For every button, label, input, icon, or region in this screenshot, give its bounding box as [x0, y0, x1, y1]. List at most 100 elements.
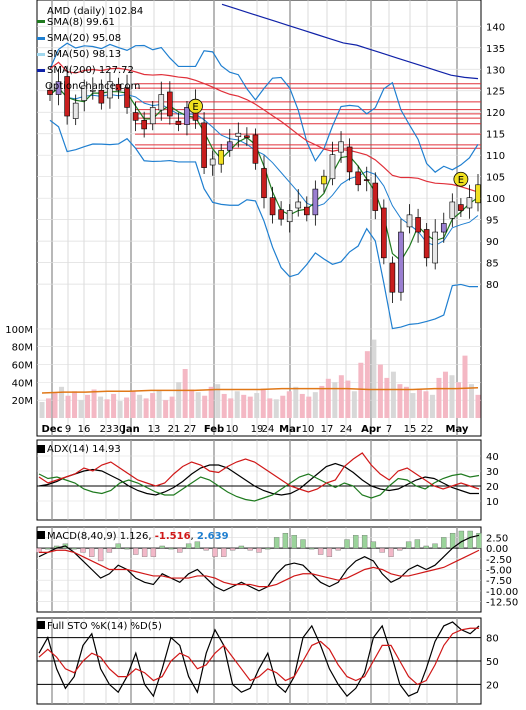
- x-tick-label: 21: [168, 424, 181, 435]
- volume-bar: [189, 389, 195, 418]
- indicator-tick-label: 20: [486, 680, 499, 691]
- volume-bar: [397, 384, 403, 418]
- candle-body: [286, 210, 293, 223]
- bollinger-lower: [49, 119, 479, 330]
- indicator-tick-label: -2.50: [486, 555, 512, 566]
- candle-body: [252, 134, 259, 164]
- volume-bar: [98, 396, 104, 418]
- macd-histogram-bar: [71, 547, 77, 550]
- y-tick-label: 95: [486, 216, 499, 227]
- adx-title: ADX(14) 14.93: [47, 444, 121, 455]
- price-title: AMD (daily) 102.84: [47, 6, 143, 17]
- macd-histogram-bar: [194, 541, 201, 549]
- y-tick-label: 120: [486, 108, 505, 119]
- volume-bar: [182, 369, 188, 418]
- macd-histogram-bar: [141, 547, 148, 557]
- candle-body: [226, 141, 233, 151]
- x-tick-label: May: [446, 424, 469, 435]
- volume-bar: [293, 386, 299, 418]
- candle-body: [458, 204, 464, 211]
- volume-bar: [150, 393, 156, 418]
- x-tick-label: 24: [262, 424, 275, 435]
- candle-body: [312, 188, 319, 216]
- indicator-tick-label: 40: [486, 452, 499, 463]
- volume-bar: [221, 393, 227, 418]
- candle-body: [81, 85, 88, 101]
- macd-histogram-bar: [97, 547, 104, 562]
- series-line-adx: [38, 462, 479, 496]
- macd-histogram-bar: [238, 545, 245, 549]
- volume-bar: [46, 398, 52, 418]
- candle-body: [132, 112, 139, 121]
- series-line-macd: [38, 534, 480, 592]
- y-tick-label: 100: [486, 194, 505, 205]
- volume-bar: [332, 382, 338, 418]
- volume-bar: [410, 393, 416, 418]
- earnings-marker: [188, 98, 203, 114]
- x-tick-label: 10: [226, 424, 239, 435]
- volume-bar: [351, 391, 357, 418]
- volume-bar: [280, 395, 286, 418]
- volume-bar: [104, 399, 110, 418]
- macd-histogram-bar: [36, 547, 42, 553]
- earnings-marker-label: E: [458, 175, 464, 186]
- price-panel: EE: [47, 3, 481, 330]
- volume-panel: [39, 339, 481, 418]
- macd-histogram-bar: [467, 530, 473, 549]
- macd-histogram-bar: [133, 547, 139, 555]
- volume-bar: [39, 401, 45, 418]
- x-tick-label: 27: [184, 424, 197, 435]
- x-tick-label: 15: [404, 424, 417, 435]
- series-line-percent_d: [38, 627, 479, 686]
- candle-body: [363, 179, 370, 181]
- macd-histogram-bar: [185, 543, 192, 549]
- volume-bar: [111, 393, 117, 418]
- indicator-tick-label: 0.00: [486, 544, 508, 555]
- y-tick-label: 110: [486, 151, 505, 162]
- x-tick-label: 13: [148, 424, 161, 435]
- legend-swatch-sma200: [37, 69, 45, 72]
- volume-bar: [286, 391, 292, 418]
- macd-histogram-bar: [458, 530, 465, 549]
- candle-body: [141, 120, 147, 130]
- candle-body: [389, 262, 396, 293]
- x-tick-label: 17: [321, 424, 334, 435]
- macd-histogram-bar: [432, 543, 438, 549]
- candle-body: [244, 135, 250, 138]
- candle-body: [55, 81, 62, 95]
- candle-body: [158, 94, 165, 111]
- candle-body: [303, 206, 310, 216]
- macd-histogram-bar: [256, 547, 262, 553]
- volume-bar: [163, 400, 169, 418]
- sto-title-swatch: [37, 621, 45, 629]
- x-tick-label: 10: [302, 424, 315, 435]
- sma200-line: [221, 3, 479, 80]
- volume-bar: [130, 391, 136, 418]
- candle-body: [329, 154, 336, 180]
- volume-bar: [273, 399, 279, 418]
- volume-average-line: [41, 386, 479, 394]
- volume-bar: [215, 384, 221, 418]
- macd-histogram-bar: [159, 545, 165, 549]
- y-tick-label: 85: [486, 259, 499, 270]
- indicator-tick-label: 2.50: [486, 533, 508, 544]
- volume-bar: [384, 377, 390, 418]
- volume-bar: [345, 380, 351, 418]
- candle-body: [115, 83, 122, 91]
- macd-histogram-bar: [423, 545, 429, 549]
- volume-bar: [117, 401, 123, 418]
- series-line-percent_k: [38, 621, 480, 698]
- candle-body: [423, 229, 430, 259]
- x-tick-label: 23: [100, 424, 113, 435]
- volume-bar: [364, 351, 370, 418]
- macd-histogram-bar: [150, 547, 157, 557]
- y-tick-label: 135: [486, 44, 505, 55]
- x-tick-label: 24: [340, 424, 353, 435]
- volume-bar: [72, 391, 78, 418]
- legend-label-sma20: SMA(20) 95.08: [47, 33, 121, 44]
- candle-body: [107, 81, 113, 99]
- y-tick-label: 105: [486, 173, 505, 184]
- grid-lines: [37, 0, 481, 704]
- volume-tick-label: 80M: [12, 343, 33, 354]
- volume-bar: [267, 398, 273, 418]
